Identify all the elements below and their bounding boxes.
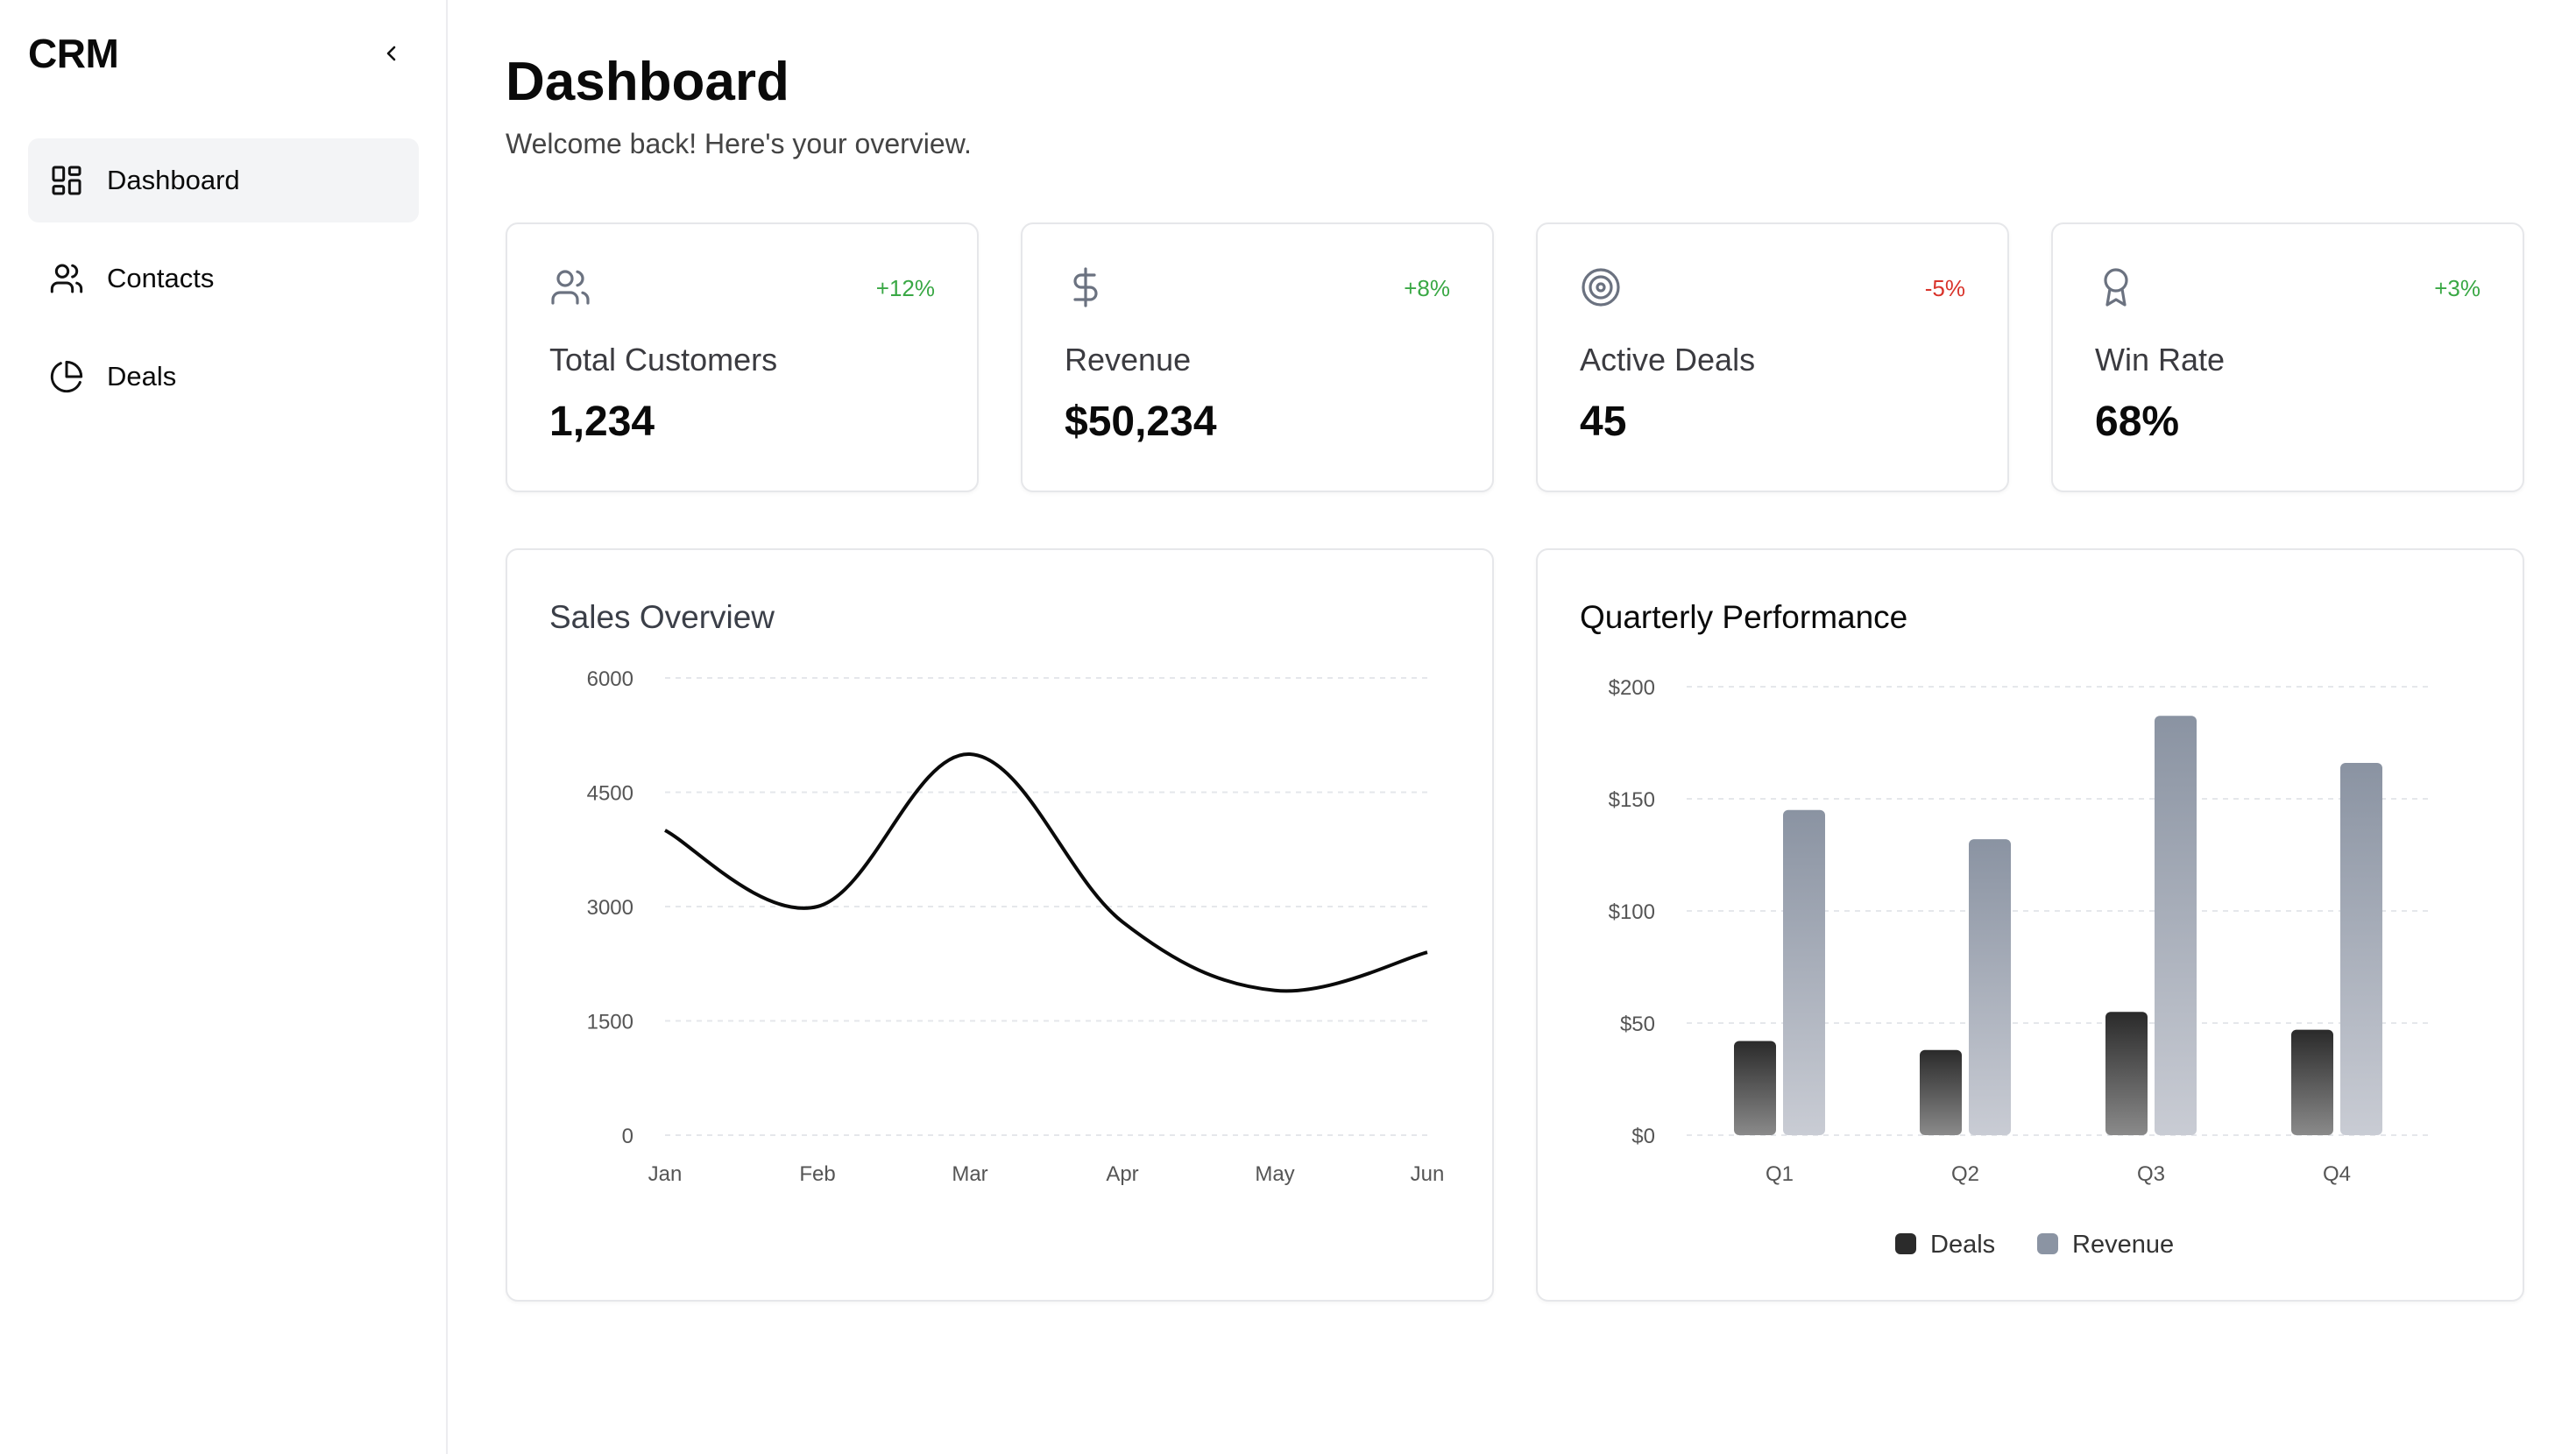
y-tick-label: $200 <box>1609 676 1655 700</box>
stat-change: +8% <box>1404 275 1450 301</box>
sidebar-item-contacts[interactable]: Contacts <box>28 236 419 321</box>
stat-card-revenue: +8% Revenue $50,234 <box>1021 222 1494 492</box>
bar-deals[interactable] <box>1920 1049 1962 1135</box>
stat-card-total-customers: +12% Total Customers 1,234 <box>506 222 979 492</box>
stat-label: Active Deals <box>1580 342 1756 378</box>
x-tick-label: Feb <box>799 1162 835 1186</box>
y-tick-label: $100 <box>1609 900 1655 924</box>
x-tick-label: Apr <box>1106 1162 1138 1186</box>
sidebar: CRM Dashboard Contacts Deals <box>0 0 448 1454</box>
pie-chart-icon <box>49 359 84 394</box>
bar-revenue[interactable] <box>1783 809 1825 1135</box>
y-tick-label: 6000 <box>587 667 633 691</box>
bar-revenue[interactable] <box>2155 716 2197 1135</box>
stat-change: -5% <box>1924 275 1965 301</box>
stat-label: Revenue <box>1065 342 1192 378</box>
x-tick-label: Mar <box>952 1162 987 1186</box>
y-tick-label: 1500 <box>587 1011 633 1034</box>
collapse-sidebar-button[interactable] <box>377 39 407 68</box>
layout-dashboard-icon <box>49 163 84 198</box>
sidebar-nav: Dashboard Contacts Deals <box>28 138 419 433</box>
quarterly-performance-chart: $0 $50 $100 $150 $200 Q1 Q2 Q3 Q4 Deals Revenue <box>1609 676 2430 1259</box>
y-tick-label: $150 <box>1609 788 1655 812</box>
chart-title: Sales Overview <box>549 599 775 635</box>
sidebar-item-label: Contacts <box>107 263 215 293</box>
x-tick-label: Q2 <box>1951 1162 1979 1186</box>
sidebar-item-label: Deals <box>107 361 177 392</box>
stat-change: +12% <box>875 275 935 301</box>
stat-label: Win Rate <box>2095 342 2226 378</box>
quarterly-performance-card: Quarterly Performance $0 $50 $100 $150 $200 Q… <box>1536 548 2524 1302</box>
main-content: Dashboard Welcome back! Here's your over… <box>506 0 2524 1454</box>
x-tick-label: Q4 <box>2323 1162 2351 1186</box>
sidebar-item-dashboard[interactable]: Dashboard <box>28 138 419 222</box>
dollar-sign-icon <box>1065 266 1107 308</box>
target-icon <box>1580 266 1622 308</box>
chevron-left-icon <box>386 46 396 61</box>
x-tick-label: May <box>1255 1162 1294 1186</box>
award-icon <box>2095 266 2137 308</box>
x-tick-label: Q1 <box>1766 1162 1794 1186</box>
sales-overview-chart: 0 1500 3000 4500 6000 Jan Feb Mar Apr May Jun <box>587 667 1445 1186</box>
chart-title: Quarterly Performance <box>1580 599 1908 635</box>
stat-value: 1,234 <box>549 399 655 445</box>
bar-deals[interactable] <box>2291 1029 2333 1135</box>
y-tick-label: 3000 <box>587 896 633 920</box>
bar-deals[interactable] <box>1734 1041 1776 1135</box>
x-tick-label: Q3 <box>2137 1162 2165 1186</box>
y-tick-label: 4500 <box>587 782 633 806</box>
sidebar-item-deals[interactable]: Deals <box>28 335 419 419</box>
stat-card-win-rate: +3% Win Rate 68% <box>2051 222 2524 492</box>
legend-swatch <box>2037 1233 2058 1254</box>
bar-deals[interactable] <box>2105 1012 2148 1135</box>
bar-revenue[interactable] <box>1969 839 2011 1135</box>
x-tick-label: Jan <box>648 1162 683 1186</box>
bar-revenue[interactable] <box>2340 763 2382 1135</box>
y-tick-label: $0 <box>1631 1125 1655 1148</box>
y-tick-label: $50 <box>1620 1013 1655 1036</box>
legend-label[interactable]: Revenue <box>2072 1231 2174 1259</box>
stat-value: 45 <box>1580 399 1627 445</box>
legend-swatch <box>1895 1233 1916 1254</box>
page-subtitle: Welcome back! Here's your overview. <box>506 128 972 159</box>
legend-label[interactable]: Deals <box>1930 1231 1995 1259</box>
stat-change: +3% <box>2434 275 2480 301</box>
stat-value: $50,234 <box>1065 399 1217 445</box>
sidebar-item-label: Dashboard <box>107 165 240 195</box>
page-title: Dashboard <box>506 52 789 112</box>
users-icon <box>49 261 84 296</box>
stat-label: Total Customers <box>549 342 778 378</box>
brand-logo: CRM <box>28 31 119 76</box>
users-icon <box>549 266 591 308</box>
x-tick-label: Jun <box>1411 1162 1445 1186</box>
stat-value: 68% <box>2095 399 2180 445</box>
stat-card-active-deals: -5% Active Deals 45 <box>1536 222 2009 492</box>
sales-line <box>664 752 1428 993</box>
sales-overview-card: Sales Overview 0 1500 3000 4500 6000 Jan Feb Ma… <box>506 548 1494 1302</box>
y-tick-label: 0 <box>622 1125 633 1148</box>
